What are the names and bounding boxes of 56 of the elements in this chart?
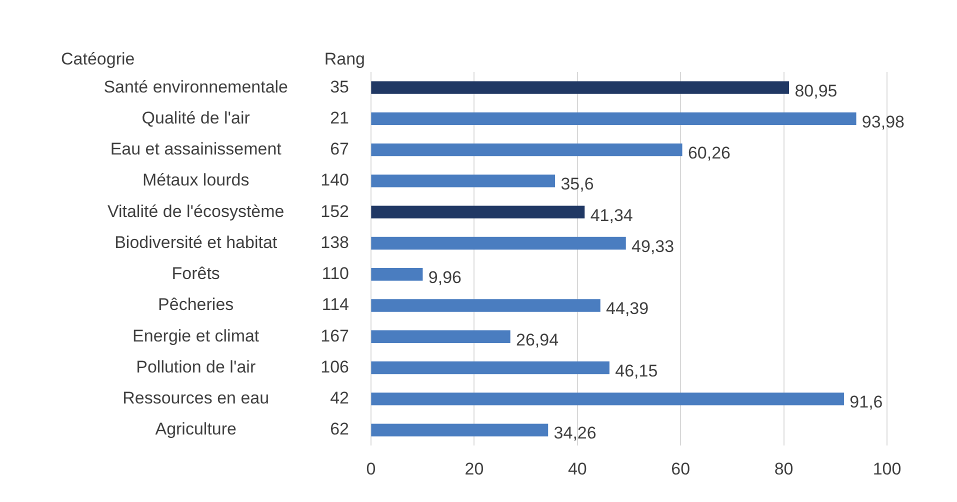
y-tick-label: Ressources en eau [122,388,270,408]
y2-tick-label: 62 [330,420,349,439]
x-tick-label: 20 [464,459,484,478]
data-label: 41,34 [590,206,633,225]
bar [371,299,600,312]
y2-tick-label: 106 [320,357,349,376]
data-label: 9,96 [428,268,462,288]
y-tick-label: Biodiversité et habitat [114,232,278,252]
y2-tick-label: 42 [330,388,349,408]
y-tick-label: Energie et climat [132,326,260,346]
y-tick-label: Forêts [172,264,220,284]
y2-tick-label: 21 [330,108,349,128]
y2-tick-label: 35 [330,77,349,96]
data-label: 26,94 [516,330,559,350]
y2-tick-label: 152 [320,202,349,221]
bar [371,236,626,250]
y2-tick-label: 114 [322,295,349,314]
x-tick-label: 80 [774,459,794,478]
data-label: 80,95 [794,81,838,100]
bar [371,330,510,343]
data-label: 93,98 [862,112,904,132]
bar [371,144,682,156]
x-tick-label: 100 [872,459,902,478]
y2-tick-label: 140 [320,170,349,190]
bar [371,112,856,126]
data-label: 44,39 [606,299,649,318]
y2-tick-label: 167 [320,326,349,346]
y-tick-label: Eau et assainissement [110,140,282,159]
x-tick-label: 40 [568,459,587,478]
text: Rang [324,50,365,69]
bar [371,81,790,94]
y-tick-label: Métaux lourds [142,170,250,190]
x-tick-label: 60 [671,459,690,478]
y2-tick-label: 67 [330,140,349,159]
y-tick-label: Pollution de l'air [136,357,256,376]
bar [371,206,585,218]
text: Catéogrie [61,50,135,69]
bar [371,361,610,374]
y-tick-label: Qualité de l'air [142,108,250,128]
y-tick-label: Pêcheries [158,295,234,314]
y2-tick-label: 110 [322,264,349,284]
data-label: 91,6 [850,392,883,412]
data-label: 49,33 [632,236,674,256]
y-tick-label: Agriculture [155,420,236,439]
bar [371,174,556,188]
y-tick-label: Vitalité de l'écosystème [107,202,284,221]
bar [371,392,844,406]
bar [371,424,548,436]
data-label: 60,26 [688,144,730,163]
data-label: 46,15 [615,361,658,380]
data-label: 34,26 [554,424,596,443]
data-label: 35,6 [560,174,594,194]
x-tick-label: 0 [366,459,376,478]
y2-tick-label: 138 [320,232,349,252]
y-tick-label: Santé environnementale [104,77,288,96]
bar [371,268,423,281]
